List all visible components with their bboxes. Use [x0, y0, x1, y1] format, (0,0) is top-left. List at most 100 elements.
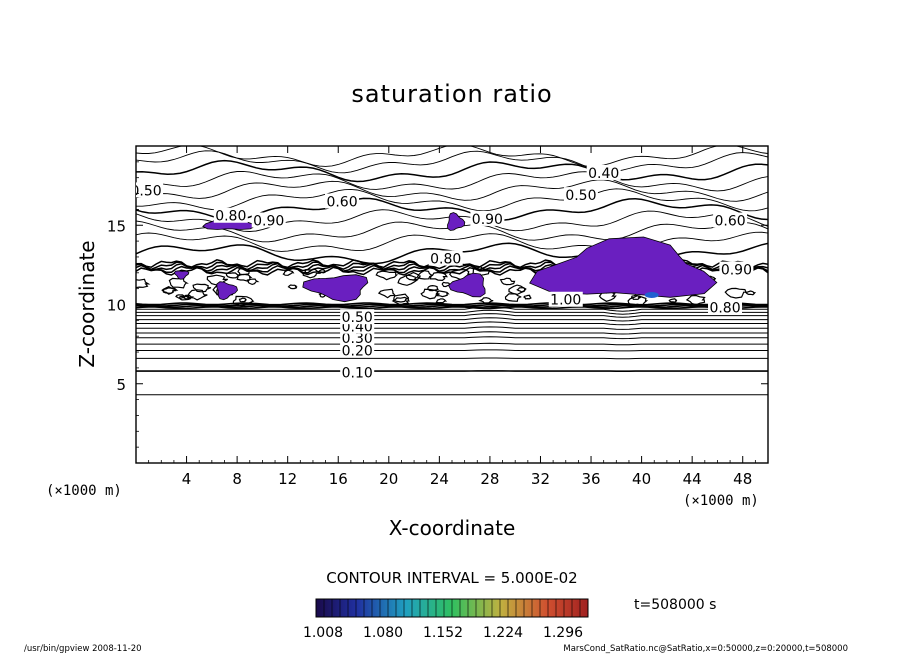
contour-line: [225, 272, 242, 279]
contour-label-bg: [136, 182, 164, 198]
contour-line: [136, 278, 151, 289]
contour-line: [136, 336, 768, 340]
contour-line: [668, 298, 678, 303]
contour-line: [136, 349, 768, 352]
contour-line: [246, 278, 260, 286]
contour-line: [523, 294, 532, 300]
contour-label-bg: [719, 261, 754, 277]
x-tick-label: 48: [733, 470, 752, 488]
contour-label: 0.50: [131, 183, 162, 199]
colorbar-tick-label: 1.224: [483, 625, 523, 641]
contour-line: [397, 274, 419, 286]
contour-line: [136, 306, 768, 312]
supersaturation-peak: [644, 291, 659, 298]
contour-line: [416, 270, 434, 280]
contour-line: [393, 293, 410, 303]
contour-line: [317, 268, 327, 274]
contour-line: [136, 313, 768, 318]
time-label: t=508000 s: [634, 597, 716, 613]
supersaturation-region: [448, 272, 486, 298]
contour-line: [136, 321, 768, 326]
contour-label-bg: [563, 187, 598, 203]
contour-line: [162, 287, 177, 294]
contour-line: [136, 357, 768, 360]
contour-line: [478, 297, 494, 305]
contour-label-bg: [213, 207, 248, 223]
contour-interval-label: CONTOUR INTERVAL = 5.000E-02: [326, 569, 577, 587]
supersaturation-region: [529, 236, 718, 298]
contour-label: 0.20: [342, 343, 373, 359]
x-unit-label: (×1000 m): [683, 493, 759, 509]
contour-line: [136, 146, 768, 167]
contour-label: 0.50: [565, 188, 596, 204]
contour-label: 0.60: [326, 194, 357, 210]
contour-line: [136, 326, 768, 330]
contour-line: [192, 283, 212, 293]
contour-label-bg: [548, 291, 583, 307]
footer-left: /usr/bin/gpview 2008-11-20: [24, 644, 142, 654]
y-tick-label: 15: [107, 217, 126, 235]
contour-label: 0.90: [721, 263, 752, 279]
x-tick-label: 4: [182, 470, 192, 488]
x-tick-label: 20: [379, 470, 398, 488]
contour-line: [136, 302, 768, 306]
contour-label-bg: [340, 342, 375, 358]
contour-line: [136, 342, 768, 346]
contour-label-bg: [428, 250, 463, 266]
contour-label-bg: [713, 212, 748, 228]
colorbar: [315, 598, 589, 618]
x-tick-label: 44: [683, 470, 702, 488]
y-tick-label: 10: [107, 297, 126, 315]
contour-label: 0.10: [342, 366, 373, 382]
contour-line: [627, 295, 649, 307]
x-tick-label: 24: [430, 470, 449, 488]
contour-label: 0.50: [342, 310, 373, 326]
supersaturation-region: [173, 270, 190, 280]
x-tick-label: 16: [329, 470, 348, 488]
contour-line: [136, 231, 768, 253]
x-axis: 4 8 12 16 20 24 28 32 36 40 44 48: [148, 146, 756, 488]
contour-line: [136, 150, 768, 174]
x-tick-label: 8: [232, 470, 242, 488]
chart-title: saturation ratio: [351, 80, 552, 108]
contour-label: 0.90: [253, 213, 284, 229]
contour-line: [287, 284, 298, 290]
contour-line: [724, 287, 748, 299]
contour-line: [685, 294, 706, 306]
x-tick-label: 36: [581, 470, 600, 488]
contour-line: [375, 270, 399, 281]
contour-line: [232, 295, 255, 307]
supersaturation-region: [447, 212, 466, 231]
contour-line: [136, 170, 768, 192]
contour-label-bg: [586, 164, 621, 180]
colorbar-ticks: 1.008 1.080 1.152 1.224 1.296: [303, 625, 583, 641]
contour-line: [745, 290, 757, 296]
x-axis-label: X-coordinate: [389, 516, 516, 540]
contour-line: [136, 188, 768, 212]
contour-label-bg: [251, 212, 286, 228]
contour-line: [472, 266, 492, 276]
contour-line: [136, 309, 768, 315]
contour-line: [282, 269, 295, 276]
contour-line: [427, 284, 439, 292]
supersaturation-region: [216, 281, 238, 301]
x-tick-label: 12: [278, 470, 297, 488]
contour-line: [238, 297, 247, 303]
contour-label: 0.30: [342, 331, 373, 347]
contour-label-bg: [470, 210, 505, 226]
x-tick-label: 28: [480, 470, 499, 488]
contour-line: [516, 287, 526, 293]
footer-right: MarsCond_SatRatio.nc@SatRatio,x=0:50000,…: [563, 644, 848, 654]
contour-line: [136, 159, 768, 183]
contour-line: [302, 268, 322, 279]
contour-label: 0.80: [215, 209, 246, 225]
contour-line: [236, 273, 253, 282]
contour-label: 0.80: [430, 252, 461, 268]
z-unit-label: (×1000 m): [46, 483, 122, 499]
x-tick-label: 32: [531, 470, 550, 488]
contour-line: [136, 317, 768, 322]
contour-label-bg: [708, 299, 743, 315]
contour-line: [175, 294, 186, 300]
plot-area: 0.100.200.300.400.500.400.500.500.600.80…: [131, 146, 768, 396]
